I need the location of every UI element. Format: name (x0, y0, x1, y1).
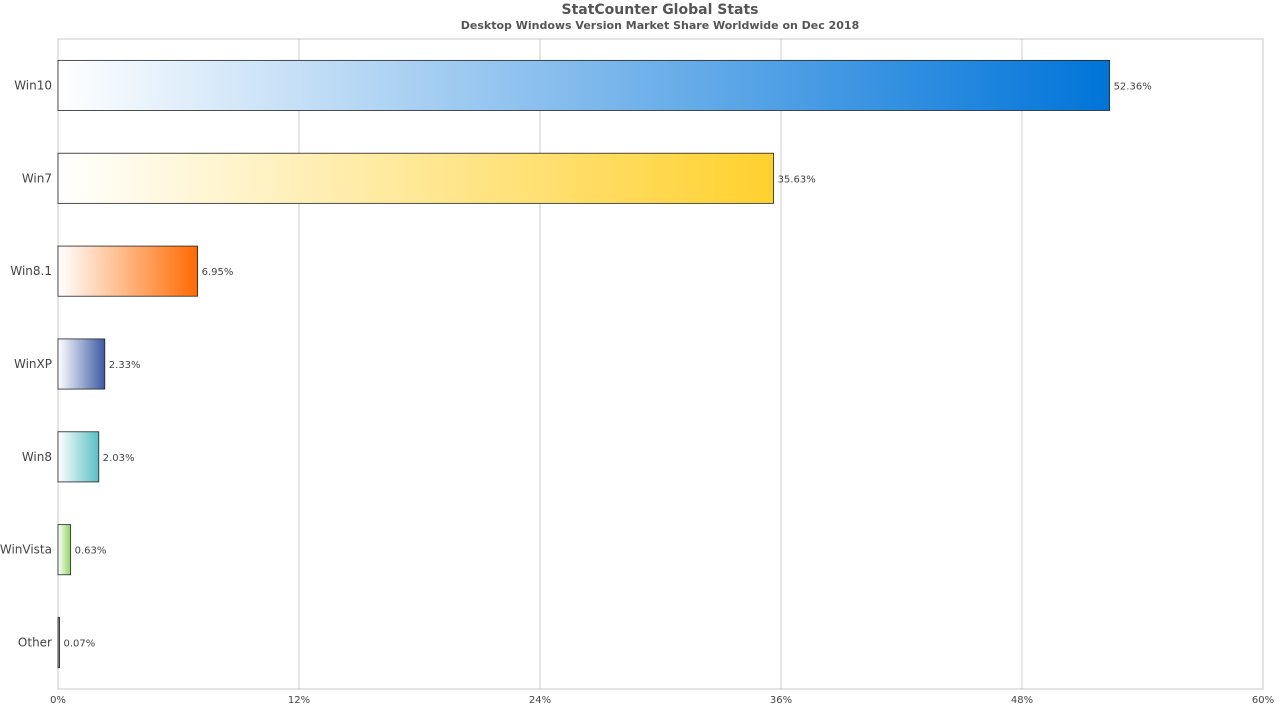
category-label: Win8 (22, 450, 52, 464)
value-label: 2.03% (103, 453, 135, 464)
value-labels: 52.36% 35.63% 6.95% 2.33% 2.03% 0.63% 0.07% (64, 81, 1152, 649)
grid-lines (298, 39, 1023, 689)
x-axis-ticks: 0% 12% 24% 36% 48% 60% (50, 695, 1274, 706)
bar-win10 (57, 59, 1110, 111)
bars (57, 59, 1110, 669)
value-label: 0.63% (75, 546, 107, 557)
x-tick-label: 48% (1011, 695, 1033, 706)
bar-winxp (57, 338, 106, 390)
value-label: 0.07% (64, 639, 96, 650)
bar-winvista (57, 524, 72, 576)
category-label: Other (18, 636, 52, 650)
chart-title: StatCounter Global Stats (561, 2, 758, 18)
value-label: 35.63% (778, 174, 816, 185)
x-tick-label: 36% (770, 695, 792, 706)
category-label: Win8.1 (10, 264, 52, 278)
value-label: 52.36% (1114, 81, 1152, 92)
bar-win7 (57, 152, 774, 204)
category-label: Win10 (14, 78, 52, 92)
bar-win8-1 (57, 245, 198, 297)
category-label: Win7 (22, 171, 52, 185)
bar-win8 (57, 431, 100, 483)
value-label: 6.95% (202, 267, 234, 278)
x-tick-label: 24% (529, 695, 551, 706)
x-tick-label: 60% (1252, 695, 1274, 706)
chart-subtitle: Desktop Windows Version Market Share Wor… (461, 19, 860, 32)
category-labels: Win10 Win7 Win8.1 WinXP Win8 WinVista Other (0, 78, 52, 649)
x-tick-label: 0% (50, 695, 66, 706)
bar-other (57, 617, 60, 669)
value-label: 2.33% (109, 360, 141, 371)
category-label: WinVista (0, 543, 52, 557)
x-tick-label: 12% (288, 695, 310, 706)
category-label: WinXP (14, 357, 52, 371)
